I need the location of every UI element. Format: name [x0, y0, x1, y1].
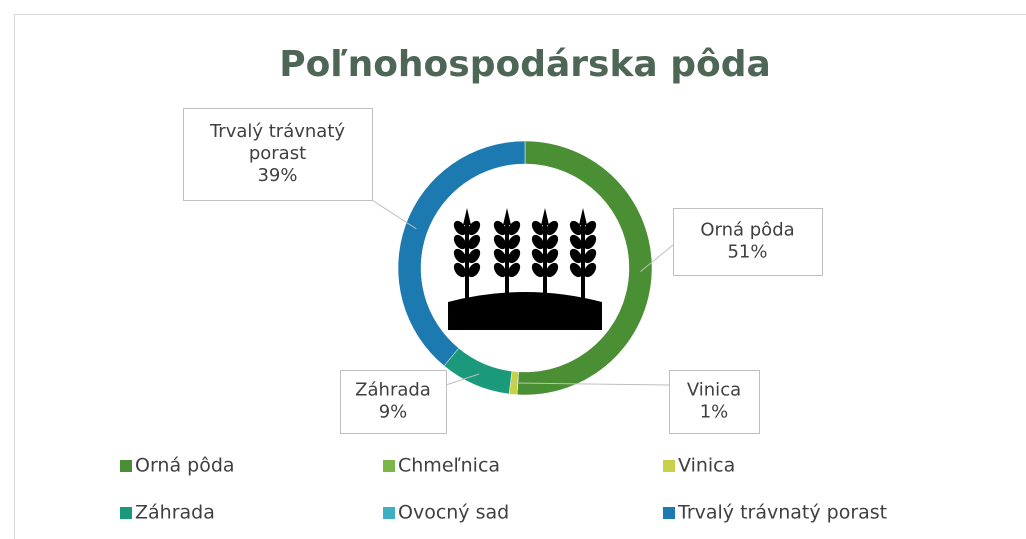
- grain: [453, 220, 467, 236]
- leader-line: [640, 244, 674, 273]
- grain: [545, 262, 559, 278]
- grain: [493, 220, 507, 236]
- callout-box: [340, 370, 447, 434]
- grain: [569, 234, 583, 250]
- grain: [531, 248, 545, 264]
- chart-title: Poľnohospodárska pôda: [279, 44, 771, 85]
- grain: [569, 248, 583, 264]
- grain: [569, 262, 583, 278]
- grain: [583, 234, 597, 250]
- legend-swatch: [663, 507, 675, 519]
- callout-box: [669, 370, 760, 434]
- data-label-name: Orná pôda: [700, 220, 794, 241]
- legend-swatch: [120, 507, 132, 519]
- donut-segment: [516, 140, 653, 396]
- grain: [507, 234, 521, 250]
- leader-line: [514, 382, 670, 386]
- stalk: [465, 225, 469, 300]
- grain: [545, 220, 559, 236]
- data-label-name: Trvalý trávnatý porast: [209, 121, 345, 164]
- legend-swatch: [663, 460, 675, 472]
- leader-line: [445, 373, 480, 386]
- data-label-value: 9%: [379, 402, 408, 423]
- grain: [583, 248, 597, 264]
- legend-label: Chmeľnica: [398, 455, 500, 477]
- data-label-name: Záhrada: [355, 380, 431, 401]
- data-label-name: Vinica: [687, 380, 741, 401]
- grain: [569, 220, 583, 236]
- leader-line: [371, 199, 417, 230]
- stalk: [581, 225, 585, 300]
- stalk: [543, 225, 547, 300]
- grain-tip: [503, 208, 511, 225]
- stalk: [505, 225, 509, 300]
- grain: [453, 248, 467, 264]
- grain: [467, 220, 481, 236]
- legend-swatch: [383, 460, 395, 472]
- grain: [545, 234, 559, 250]
- callout-box: [183, 108, 373, 201]
- callout-box: [673, 208, 823, 276]
- grain: [467, 234, 481, 250]
- legend-swatch: [383, 507, 395, 519]
- data-label-value: 51%: [727, 242, 767, 263]
- legend-label: Vinica: [678, 455, 735, 477]
- grain: [583, 262, 597, 278]
- legend-label: Trvalý trávnatý porast: [677, 502, 887, 524]
- grain: [507, 248, 521, 264]
- grain: [507, 220, 521, 236]
- chart-frame: [14, 14, 1026, 539]
- grain: [583, 220, 597, 236]
- grain: [453, 234, 467, 250]
- grain: [493, 234, 507, 250]
- legend-swatch: [120, 460, 132, 472]
- grain-tip: [579, 208, 587, 225]
- wheat-icon: [448, 208, 602, 330]
- grain: [531, 220, 545, 236]
- grain: [507, 262, 521, 278]
- grain-tip: [463, 208, 471, 225]
- grain: [493, 262, 507, 278]
- grain-tip: [541, 208, 549, 225]
- legend-label: Záhrada: [135, 502, 215, 524]
- grain: [545, 248, 559, 264]
- legend-label: Ovocný sad: [398, 502, 509, 524]
- donut-segment: [397, 140, 526, 367]
- data-label-value: 39%: [257, 165, 297, 186]
- grain: [531, 262, 545, 278]
- legend-label: Orná pôda: [135, 455, 235, 477]
- grain: [467, 262, 481, 278]
- grain: [493, 248, 507, 264]
- grain: [531, 234, 545, 250]
- grain: [467, 248, 481, 264]
- grain: [453, 262, 467, 278]
- data-label-value: 1%: [700, 402, 729, 423]
